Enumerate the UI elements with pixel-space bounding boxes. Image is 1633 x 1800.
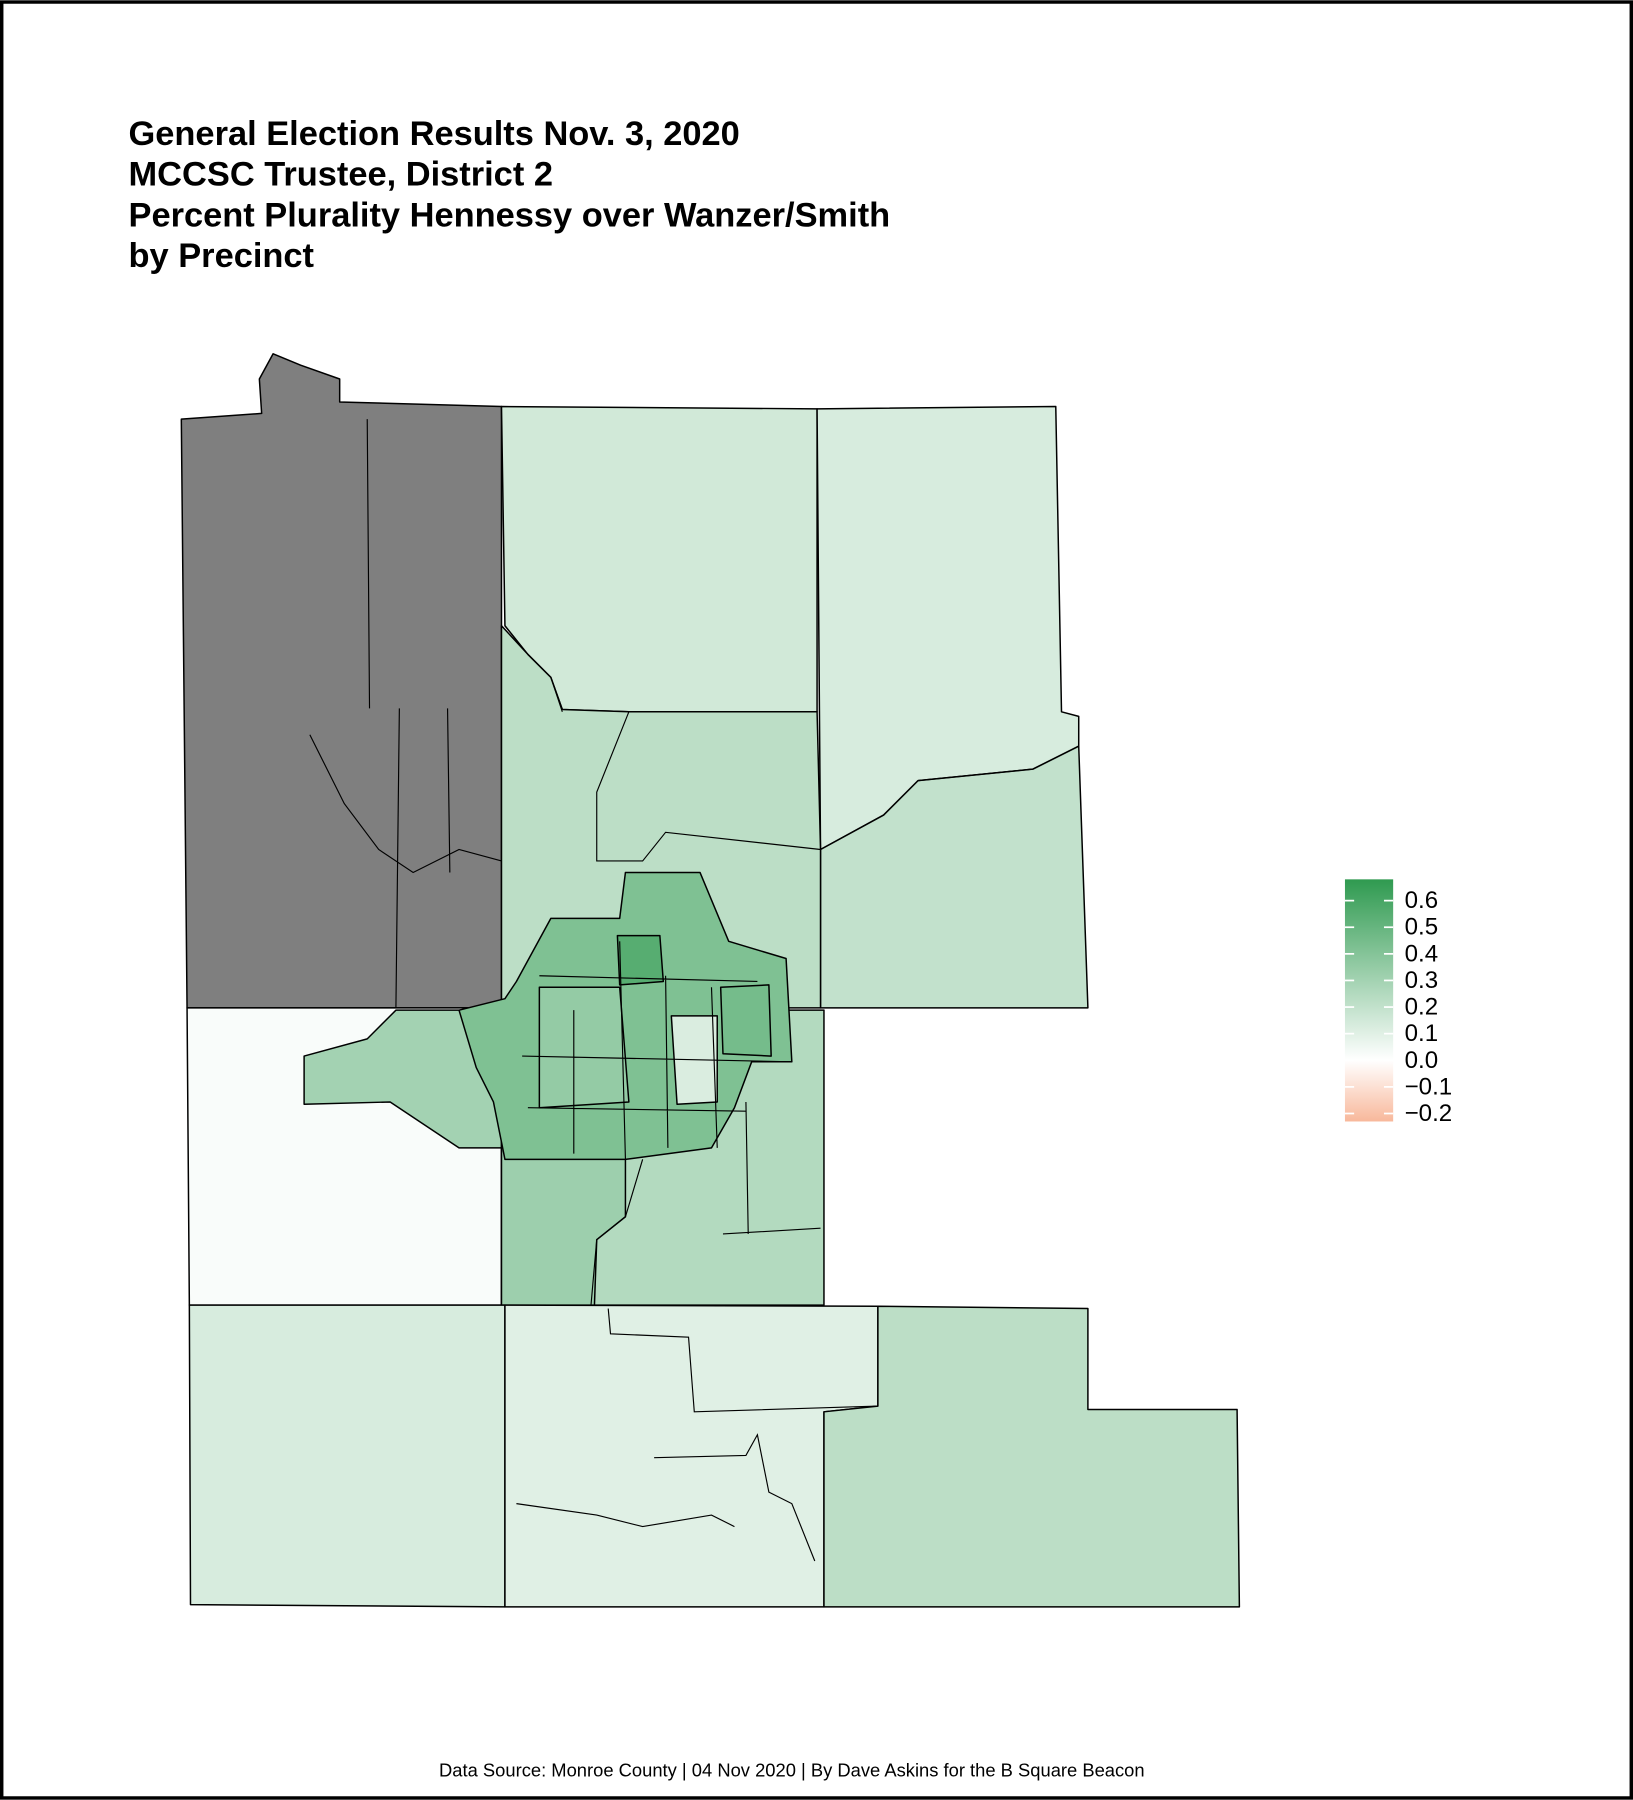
precinct-region <box>188 1304 506 1608</box>
precinct-region <box>719 984 772 1057</box>
source-note: Data Source: Monroe County | 04 Nov 2020… <box>439 1760 1145 1781</box>
legend-tick-label: −0.2 <box>1405 1100 1453 1127</box>
legend-tick-label: 0.5 <box>1405 914 1438 941</box>
title-line: Percent Plurality Hennessy over Wanzer/S… <box>129 196 891 234</box>
legend-tick-label: 0.0 <box>1405 1047 1438 1074</box>
precinct-region <box>180 353 503 1009</box>
title-line: by Precinct <box>129 237 315 275</box>
legend-tick-label: 0.3 <box>1405 967 1438 994</box>
title-line: General Election Results Nov. 3, 2020 <box>129 115 740 153</box>
regions <box>180 353 1241 1608</box>
precinct-region <box>500 405 818 713</box>
precinct-region <box>538 986 630 1109</box>
precinct-region <box>823 1305 1241 1608</box>
boundary <box>309 419 502 1008</box>
colorbar <box>1344 879 1394 1122</box>
legend-tick-label: 0.4 <box>1405 940 1438 967</box>
precinct-region <box>616 934 665 986</box>
precinct-region <box>504 1304 879 1608</box>
boundary <box>596 711 821 862</box>
boundary-lines <box>309 419 1079 1562</box>
boundary <box>516 1308 878 1562</box>
legend-tick-label: 0.1 <box>1405 1020 1438 1047</box>
boundary <box>504 625 563 712</box>
titles: General Election Results Nov. 3, 2020MCC… <box>129 115 891 275</box>
boundary <box>820 745 1079 851</box>
boundary <box>522 941 792 1306</box>
legend-tick-label: −0.1 <box>1405 1073 1453 1100</box>
legend-tick-label: 0.6 <box>1405 887 1438 914</box>
legend-tick-label: 0.2 <box>1405 994 1438 1021</box>
legend: 0.60.50.40.30.20.10.0−0.1−0.2 <box>1344 879 1453 1127</box>
boundary <box>722 1101 821 1235</box>
title-line: MCCSC Trustee, District 2 <box>129 156 553 194</box>
